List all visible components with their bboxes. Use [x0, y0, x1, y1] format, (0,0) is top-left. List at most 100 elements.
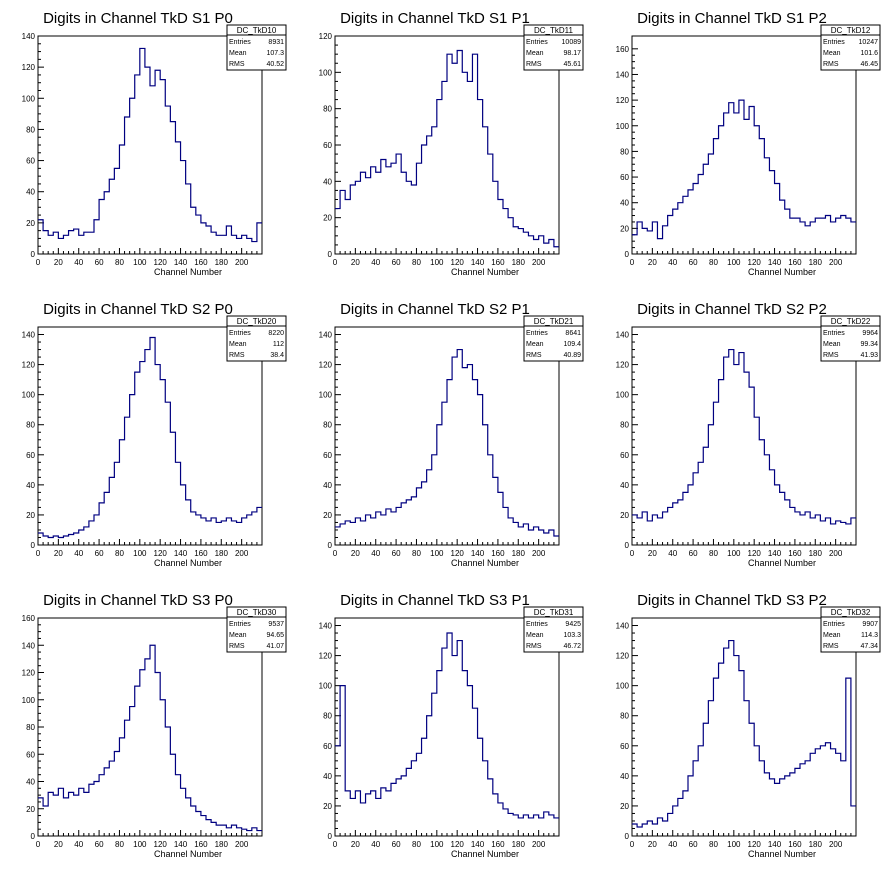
stats-value: 41.07 [266, 643, 284, 650]
y-tick-label: 140 [22, 32, 36, 41]
stats-box: DC_TkD11 Entries 10089 Mean 98.17 RMS 45.61 [523, 24, 584, 71]
stats-label: RMS [229, 643, 245, 650]
x-tick-label: 60 [689, 549, 698, 558]
x-tick-label: 0 [630, 258, 635, 267]
histogram-panel: Digits in Channel TkD S3 P2 0 20 40 60 80 100 1… [616, 592, 881, 859]
x-tick-label: 140 [471, 549, 485, 558]
stats-box: DC_TkD10 Entries 8931 Mean 107.3 RMS 40.52 [226, 24, 287, 71]
x-tick-label: 40 [668, 549, 677, 558]
y-tick-label: 140 [616, 622, 630, 631]
x-tick-label: 40 [74, 840, 83, 849]
stats-box: DC_TkD22 Entries 9964 Mean 99.34 RMS 41.93 [820, 315, 881, 362]
x-tick-label: 200 [532, 549, 546, 558]
stats-value: 9425 [565, 621, 581, 628]
x-tick-label: 60 [95, 258, 104, 267]
x-tick-label: 100 [133, 549, 147, 558]
stats-label: RMS [823, 643, 839, 650]
stats-label: Mean [229, 341, 247, 348]
x-tick-label: 200 [235, 840, 249, 849]
histogram-line [335, 348, 559, 537]
histogram-panel: Digits in Channel TkD S1 P1 0 20 40 60 80 100 1… [319, 10, 584, 277]
x-tick-label: 140 [174, 840, 188, 849]
y-tick-label: 80 [323, 421, 332, 430]
stats-value: 101.6 [860, 50, 878, 57]
x-tick-label: 180 [809, 840, 823, 849]
stats-box-frame [523, 606, 584, 653]
y-tick-label: 40 [323, 177, 332, 186]
x-tick-label: 0 [333, 840, 338, 849]
x-tick-label: 100 [430, 549, 444, 558]
y-tick-label: 40 [620, 481, 629, 490]
y-tick-label: 0 [328, 250, 333, 259]
y-tick-label: 160 [616, 45, 630, 54]
x-axis-label: Channel Number [451, 558, 519, 568]
y-tick-label: 120 [616, 96, 630, 105]
stats-box: DC_TkD31 Entries 9425 Mean 103.3 RMS 46.72 [523, 606, 584, 653]
stats-label: RMS [823, 352, 839, 359]
x-tick-label: 180 [512, 840, 526, 849]
stats-value: 38.4 [270, 352, 284, 359]
stats-label: Entries [526, 39, 548, 46]
stats-value: 109.4 [563, 341, 581, 348]
x-tick-label: 200 [532, 258, 546, 267]
x-tick-label: 140 [768, 840, 782, 849]
y-tick-label: 120 [616, 652, 630, 661]
x-tick-label: 160 [194, 258, 208, 267]
y-tick-label: 40 [26, 778, 35, 787]
stats-box-frame [820, 315, 881, 362]
histogram-line [632, 99, 856, 240]
stats-box-frame [820, 24, 881, 71]
stats-value: 10247 [859, 39, 879, 46]
y-tick-label: 140 [319, 622, 333, 631]
histogram-line [38, 336, 262, 539]
stats-value: 41.93 [860, 352, 878, 359]
stats-value: 8641 [565, 330, 581, 337]
y-tick-label: 120 [22, 361, 36, 370]
y-tick-label: 0 [625, 832, 630, 841]
y-tick-label: 20 [323, 511, 332, 520]
chart-title: Digits in Channel TkD S2 P1 [340, 301, 530, 318]
histogram-line [632, 639, 856, 828]
x-tick-label: 100 [133, 258, 147, 267]
histogram-panel: Digits in Channel TkD S3 P1 0 20 40 60 80 100 1… [319, 592, 584, 859]
stats-value: 40.52 [266, 61, 284, 68]
x-tick-label: 60 [392, 840, 401, 849]
stats-label: Entries [823, 330, 845, 337]
chart-title: Digits in Channel TkD S2 P2 [637, 301, 827, 318]
y-tick-label: 120 [319, 32, 333, 41]
stats-box-frame [226, 315, 287, 362]
x-axis-label: Channel Number [154, 558, 222, 568]
stats-value: 8220 [268, 330, 284, 337]
x-tick-label: 100 [133, 840, 147, 849]
y-tick-label: 100 [319, 68, 333, 77]
stats-value: 10089 [562, 39, 582, 46]
stats-label: Entries [823, 39, 845, 46]
x-tick-label: 160 [491, 840, 505, 849]
stats-label: Entries [229, 330, 251, 337]
y-tick-label: 100 [319, 391, 333, 400]
x-tick-label: 80 [115, 258, 124, 267]
chart-title: Digits in Channel TkD S3 P1 [340, 592, 530, 609]
x-tick-label: 180 [809, 258, 823, 267]
x-axis-label: Channel Number [748, 267, 816, 277]
x-tick-label: 100 [727, 549, 741, 558]
stats-label: RMS [526, 61, 542, 68]
y-tick-label: 140 [319, 331, 333, 340]
x-tick-label: 60 [689, 840, 698, 849]
x-axis-label: Channel Number [748, 849, 816, 859]
stats-name: DC_TkD20 [237, 317, 277, 326]
y-tick-label: 60 [323, 451, 332, 460]
stats-box-frame [226, 606, 287, 653]
x-tick-label: 160 [491, 549, 505, 558]
histogram-line [632, 348, 856, 525]
x-tick-label: 80 [412, 549, 421, 558]
stats-name: DC_TkD32 [831, 608, 871, 617]
x-tick-label: 100 [430, 840, 444, 849]
stats-value: 9537 [268, 621, 284, 628]
stats-label: RMS [526, 352, 542, 359]
x-tick-label: 160 [788, 549, 802, 558]
x-tick-label: 120 [748, 258, 762, 267]
y-tick-label: 40 [323, 772, 332, 781]
stats-value: 40.89 [563, 352, 581, 359]
stats-value: 107.3 [266, 50, 284, 57]
